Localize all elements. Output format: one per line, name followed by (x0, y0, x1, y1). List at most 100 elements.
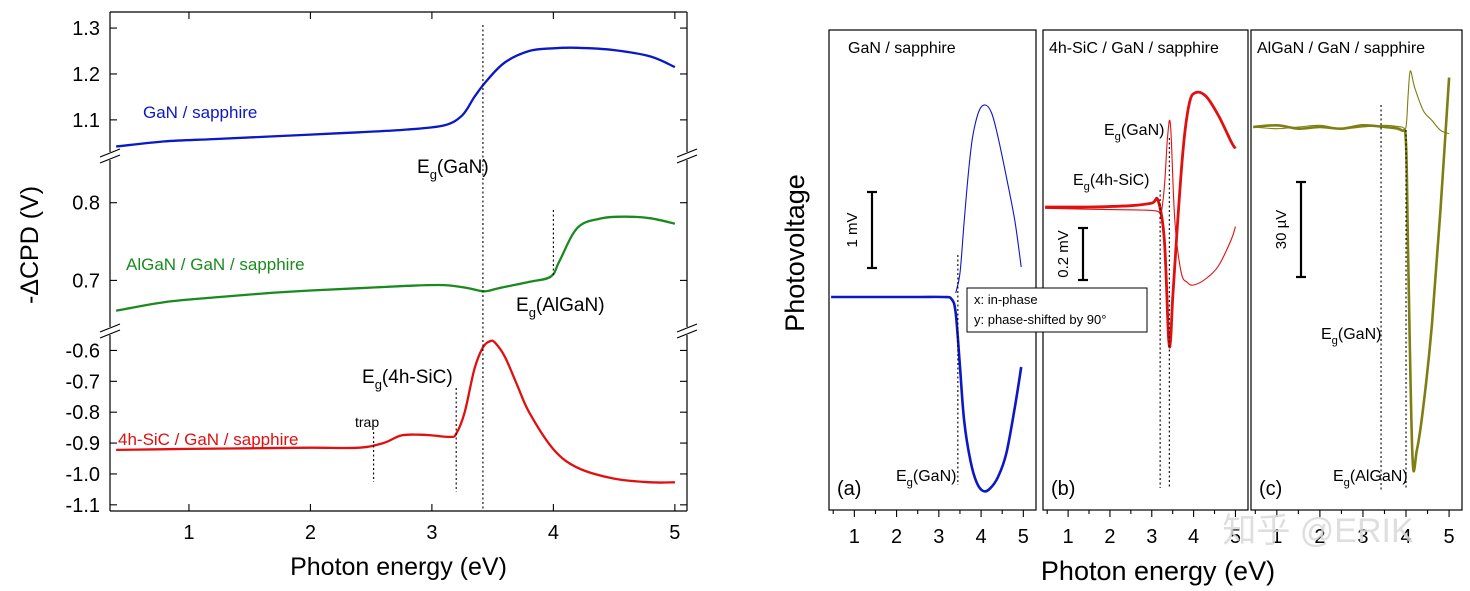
x-tick-label: 5 (1230, 526, 1241, 548)
x-tick-label: 4 (1400, 526, 1411, 548)
x-tick-label: 3 (1146, 526, 1157, 548)
series-label: 4h-SiC / GaN / sapphire (118, 430, 298, 449)
x-tick-label: 5 (1444, 526, 1455, 548)
eg-sic-label-rest: (4h-SiC) (382, 367, 453, 388)
series-label: GaN / sapphire (143, 103, 257, 122)
eg-gan-label-c-sub: g (1332, 335, 1338, 347)
eg-gan-label-sub: g (430, 167, 437, 182)
y-tick-label: 1.2 (72, 64, 100, 86)
y-tick-label: -0.7 (66, 371, 100, 393)
eg-gan-label-b: Eg(GaN) (1104, 122, 1164, 143)
eg-gan-label-c-rest: (GaN) (1338, 326, 1382, 343)
subpanel-frame (828, 29, 1037, 511)
y-tick-label: -0.8 (66, 402, 100, 424)
y-tick-label: -1.1 (66, 495, 100, 517)
x-tick-label: 3 (933, 526, 944, 548)
axis-break-mark (676, 154, 698, 164)
axis-break-mark (99, 323, 121, 333)
scale-bar-label: 30 µV (1273, 210, 1290, 250)
axis-break-mark (676, 323, 698, 333)
eg-gan-label-a: Eg(GaN) (896, 468, 956, 489)
x-tick-label: 1 (1063, 526, 1074, 548)
eg-gan-label-a-base: E (896, 468, 907, 485)
subpanel-title: 4h-SiC / GaN / sapphire (1049, 40, 1219, 57)
legend-box (966, 287, 1148, 333)
subpanel-c: AlGaN / GaN / sapphire (c) 1 2 3 4 5 30 µV (1250, 29, 1463, 548)
eg-gan-label-c: Eg(GaN) (1321, 326, 1381, 347)
photovoltage-in-phase-line (1253, 77, 1451, 473)
x-tick-label: 5 (1018, 526, 1029, 548)
eg-algan-label-c-sub: g (1344, 477, 1350, 489)
eg-gan-label-a-rest: (GaN) (913, 468, 957, 485)
right-x-axis-label: Photon energy (eV) (1041, 556, 1275, 586)
x-tick-label: 3 (1357, 526, 1368, 548)
x-tick-label: 2 (1314, 526, 1325, 548)
legend-line: y: phase-shifted by 90° (974, 312, 1106, 327)
watermark: 知乎 @ERIK (1222, 512, 1414, 550)
x-tick-label: 4 (1188, 526, 1199, 548)
eg-gan-label-base: E (417, 157, 430, 178)
series-label: AlGaN / GaN / sapphire (126, 255, 305, 274)
y-tick-label: 0.8 (72, 193, 100, 215)
y-tick-label: -1.0 (66, 464, 100, 486)
eg-sic-label-sub: g (375, 377, 382, 392)
axis-break-mark (99, 329, 121, 339)
eg-algan-label-c-base: E (1333, 468, 1344, 485)
x-tick-label: 3 (426, 522, 437, 544)
eg-sic-label-b-sub: g (1084, 181, 1090, 193)
y-tick-label: -0.9 (66, 433, 100, 455)
y-tick-label: 1.1 (72, 110, 100, 132)
right-chart: Photovoltage Photon energy (eV) GaN / sapp… (780, 29, 1463, 586)
axis-break-mark (676, 329, 698, 339)
eg-gan-label-rest: (GaN) (437, 157, 489, 178)
y-axis-label: -ΔCPD (V) (16, 186, 44, 304)
photovoltage-axis-label: Photovoltage (780, 174, 810, 332)
trap-label: trap (355, 414, 379, 430)
subpanel-b: 4h-SiC / GaN / sapphire (b) 1 2 3 4 5 0.2 mV (1042, 29, 1249, 548)
axis-break-mark (676, 148, 698, 158)
eg-gan-label-c-base: E (1321, 326, 1332, 343)
subpanel-letter: (b) (1051, 478, 1075, 500)
series-line-0 (115, 46, 676, 148)
photovoltage-90-shifted-line (1045, 119, 1236, 286)
subpanel-letter: (c) (1259, 478, 1282, 500)
eg-gan-label-b-rest: (GaN) (1121, 122, 1165, 139)
series-line-1 (115, 215, 676, 312)
y-tick-label: 0.7 (72, 270, 100, 292)
photovoltage-90-shifted-line (1253, 70, 1450, 135)
axis-break-mark (99, 148, 121, 158)
subpanel-title: GaN / sapphire (848, 40, 956, 57)
eg-gan-label: Eg(GaN) (417, 157, 489, 182)
x-tick-label: 4 (976, 526, 987, 548)
eg-algan-label-rest: (AlGaN) (536, 295, 605, 316)
subpanel-frame (1250, 29, 1463, 511)
photovoltage-in-phase-line (831, 295, 1023, 493)
subpanel-letter: (a) (837, 478, 861, 500)
eg-algan-label-c-rest: (AlGaN) (1350, 468, 1408, 485)
series-line-2 (116, 339, 675, 484)
scale-bar-label: 0.2 mV (1055, 230, 1072, 278)
subpanel-a: GaN / sapphire (a) 1 2 3 4 5 1 mV (828, 29, 1037, 548)
eg-algan-label: Eg(AlGaN) (516, 295, 605, 320)
eg-gan-label-b-sub: g (1115, 131, 1121, 143)
plot-frame-horizontal (110, 11, 687, 512)
y-tick-label: -0.6 (66, 340, 100, 362)
eg-sic-label-b-base: E (1073, 172, 1084, 189)
eg-sic-label-b-rest: (4h-SiC) (1090, 172, 1150, 189)
scale-bar-label: 1 mV (844, 212, 861, 247)
x-tick-label: 4 (548, 522, 559, 544)
subpanel-title: AlGaN / GaN / sapphire (1257, 40, 1425, 57)
axis-break-mark (99, 154, 121, 164)
eg-algan-label-c: Eg(AlGaN) (1333, 468, 1408, 489)
photovoltage-in-phase-line (1045, 90, 1237, 349)
x-axis-label: Photon energy (eV) (290, 553, 507, 581)
x-tick-label: 2 (305, 522, 316, 544)
x-tick-label: 1 (1271, 526, 1282, 548)
x-tick-label: 2 (1104, 526, 1115, 548)
x-tick-label: 1 (849, 526, 860, 548)
eg-gan-label-a-sub: g (907, 477, 913, 489)
subpanel-frame (1042, 29, 1249, 511)
eg-gan-label-b-base: E (1104, 122, 1115, 139)
photovoltage-90-shifted-line (955, 104, 1022, 294)
